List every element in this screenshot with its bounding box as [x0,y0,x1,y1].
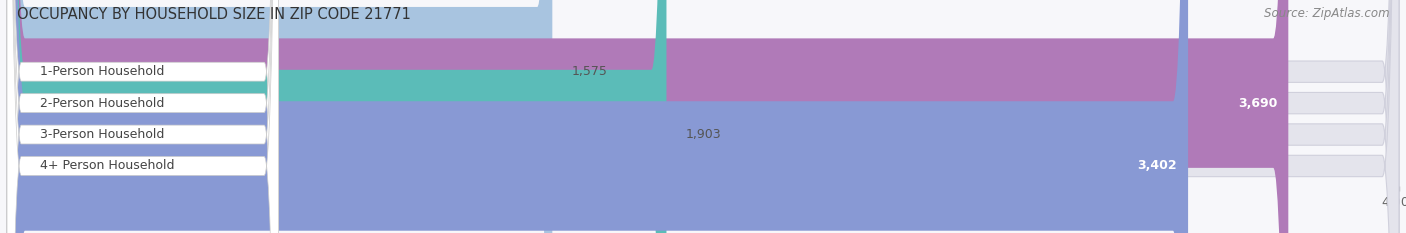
FancyBboxPatch shape [7,0,278,233]
Text: 2-Person Household: 2-Person Household [39,97,165,110]
FancyBboxPatch shape [7,0,1399,233]
Text: 4+ Person Household: 4+ Person Household [39,159,174,172]
FancyBboxPatch shape [10,0,1288,233]
Text: 1-Person Household: 1-Person Household [39,65,165,78]
FancyBboxPatch shape [10,0,1188,233]
FancyBboxPatch shape [10,0,666,233]
FancyBboxPatch shape [7,0,278,233]
Text: 3,402: 3,402 [1137,159,1177,172]
Text: OCCUPANCY BY HOUSEHOLD SIZE IN ZIP CODE 21771: OCCUPANCY BY HOUSEHOLD SIZE IN ZIP CODE … [17,7,411,22]
Text: Source: ZipAtlas.com: Source: ZipAtlas.com [1264,7,1389,20]
FancyBboxPatch shape [7,0,1399,233]
Text: 3-Person Household: 3-Person Household [39,128,165,141]
FancyBboxPatch shape [7,0,1399,233]
FancyBboxPatch shape [10,0,553,233]
Text: 1,903: 1,903 [686,128,721,141]
Text: 3,690: 3,690 [1237,97,1277,110]
FancyBboxPatch shape [7,0,278,233]
FancyBboxPatch shape [7,0,278,233]
Text: 1,575: 1,575 [572,65,607,78]
FancyBboxPatch shape [7,0,1399,233]
